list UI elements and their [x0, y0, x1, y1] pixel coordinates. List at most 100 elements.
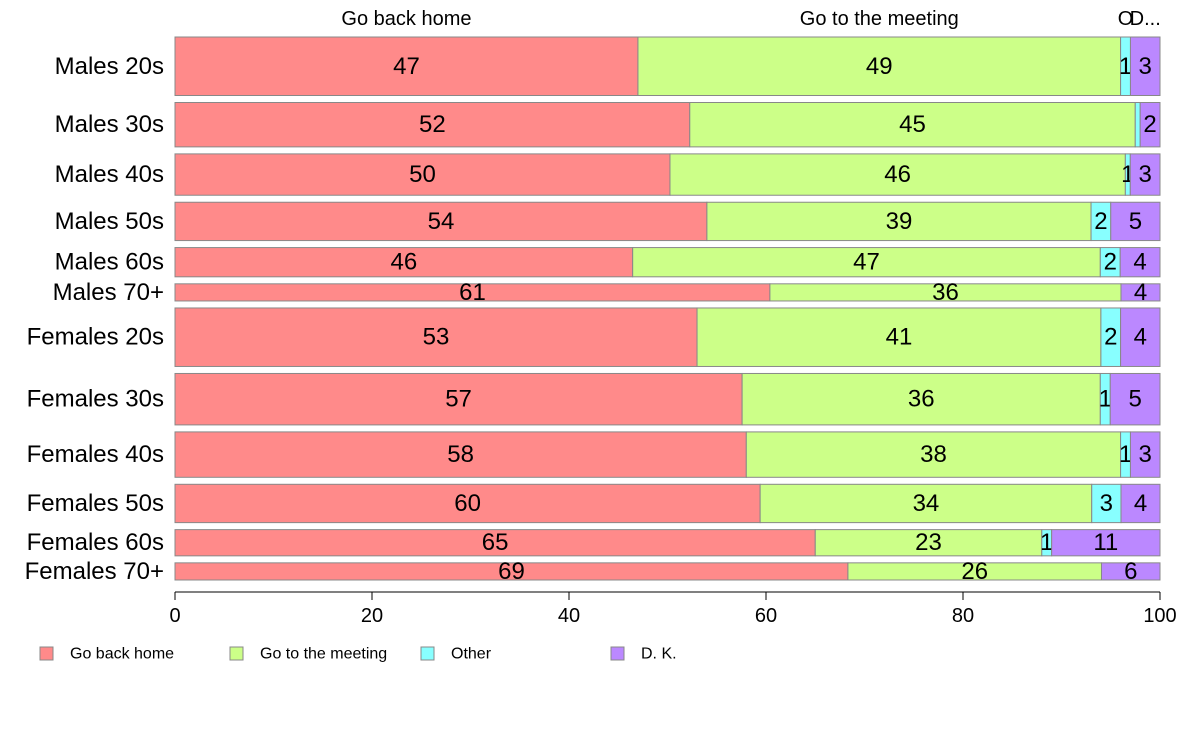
- legend-swatch: [420, 646, 435, 661]
- bar-segment: [689, 102, 1136, 148]
- segment-label: 61: [459, 279, 486, 306]
- segment-label: 5: [1128, 386, 1141, 413]
- segment-label: 5: [1129, 208, 1142, 235]
- bar-segment: [814, 529, 1043, 557]
- legend-label: Go to the meeting: [260, 646, 387, 663]
- bar-segment: [1119, 247, 1161, 278]
- segment-label: 36: [908, 386, 935, 413]
- x-tick-label: 20: [361, 605, 383, 627]
- segment-label: 11: [1093, 529, 1118, 556]
- segment-label: 3: [1138, 161, 1151, 188]
- row-label: Males 20s: [55, 53, 164, 80]
- bar-segment: [174, 247, 634, 278]
- legend-label: D. K.: [641, 646, 677, 663]
- segment-label: 54: [428, 208, 455, 235]
- segment-label: 53: [423, 324, 450, 351]
- row-label: Males 60s: [55, 249, 164, 276]
- segment-label: 1: [1099, 386, 1112, 413]
- segment-label: 1: [1040, 529, 1053, 556]
- bar-segment: [1120, 307, 1161, 367]
- bar-segment: [1109, 372, 1161, 426]
- segment-label: 58: [447, 441, 474, 468]
- segment-label: 3: [1139, 441, 1152, 468]
- legend-swatch: [610, 646, 625, 661]
- bar-row: Females 20s 53 41 2 4: [27, 307, 1161, 367]
- bar-segment: [1051, 529, 1161, 557]
- segment-label: 1: [1119, 53, 1132, 80]
- column-headers: Go back home Go to the meeting OD...: [341, 8, 1160, 30]
- bar-segment: [741, 372, 1101, 426]
- bar-segment: [637, 36, 1122, 97]
- bar-segment: [1139, 102, 1161, 148]
- legend-label: Other: [451, 646, 492, 663]
- bar-row: Females 40s 58 38 1 3: [27, 431, 1161, 478]
- bar-row: Males 30s 52 45 2: [55, 102, 1161, 148]
- row-label: Females 20s: [27, 324, 164, 351]
- bar-segment: [745, 431, 1122, 478]
- row-label: Females 40s: [27, 441, 164, 468]
- row-label: Females 70+: [25, 558, 164, 585]
- bar-row: Males 60s 46 47 2 4: [55, 247, 1161, 278]
- segment-label: 49: [866, 53, 893, 80]
- bar-segment: [174, 153, 671, 196]
- bar-row: Males 50s 54 39 2 5: [55, 201, 1161, 242]
- bar-segment: [174, 307, 698, 367]
- segment-label: 4: [1134, 324, 1147, 351]
- bar-row: Males 40s 50 46 1 3: [55, 153, 1161, 196]
- legend-item: Go to the meeting: [229, 646, 387, 663]
- bar-segment: [174, 372, 743, 426]
- segment-label: 41: [886, 324, 913, 351]
- segment-label: 1: [1119, 441, 1132, 468]
- segment-label: 52: [419, 111, 446, 138]
- bar-segment: [706, 201, 1092, 242]
- row-label: Females 60s: [27, 529, 164, 556]
- x-tick-label: 60: [755, 605, 777, 627]
- bar-segment: [632, 247, 1101, 278]
- bar-segment: [1129, 431, 1161, 478]
- segment-label: 4: [1133, 249, 1146, 276]
- segment-label: 3: [1139, 53, 1152, 80]
- column-header: Go back home: [341, 8, 471, 30]
- segment-label: 47: [853, 249, 880, 276]
- segment-label: 2: [1143, 111, 1156, 138]
- column-header: Go to the meeting: [800, 8, 959, 30]
- row-label: Females 50s: [27, 490, 164, 517]
- segment-label: 2: [1104, 249, 1117, 276]
- row-label: Males 30s: [55, 111, 164, 138]
- x-tick-label: 80: [952, 605, 974, 627]
- bar-segment: [1120, 483, 1161, 524]
- bar-row: Females 50s 60 34 3 4: [27, 483, 1161, 524]
- segment-label: 46: [390, 249, 417, 276]
- bar-segment: [1134, 102, 1141, 148]
- bar-segment: [1120, 283, 1161, 302]
- x-axis: 0 20 40 60 80 100: [169, 591, 1177, 627]
- bar-segment: [1129, 153, 1161, 196]
- bar-segment: [669, 153, 1126, 196]
- row-label: Males 40s: [55, 161, 164, 188]
- segment-label: 4: [1134, 490, 1147, 517]
- bar-segment: [174, 102, 691, 148]
- legend-swatch: [39, 646, 54, 661]
- legend-swatch: [229, 646, 244, 661]
- x-tick-label: 40: [558, 605, 580, 627]
- x-tick-label: 100: [1143, 605, 1176, 627]
- column-header: O: [1118, 8, 1134, 30]
- segment-label: 38: [920, 441, 947, 468]
- segment-label: 26: [961, 558, 988, 585]
- legend-item: D. K.: [610, 646, 677, 663]
- x-tick-label: 0: [169, 605, 180, 627]
- segment-label: 47: [393, 53, 420, 80]
- bar-row: Females 60s 65 23 1 11: [27, 529, 1161, 557]
- legend-item: Go back home: [39, 646, 174, 663]
- segment-label: 65: [482, 529, 509, 556]
- segment-label: 50: [409, 161, 436, 188]
- bar-segment: [1129, 36, 1161, 97]
- row-label: Females 30s: [27, 386, 164, 413]
- segment-label: 2: [1104, 324, 1117, 351]
- segment-label: 60: [454, 490, 481, 517]
- row-label: Males 70+: [53, 279, 164, 306]
- column-header: D...: [1130, 8, 1161, 30]
- bar-row: Males 20s 47 49 1 3: [55, 36, 1161, 97]
- segment-label: 6: [1124, 558, 1137, 585]
